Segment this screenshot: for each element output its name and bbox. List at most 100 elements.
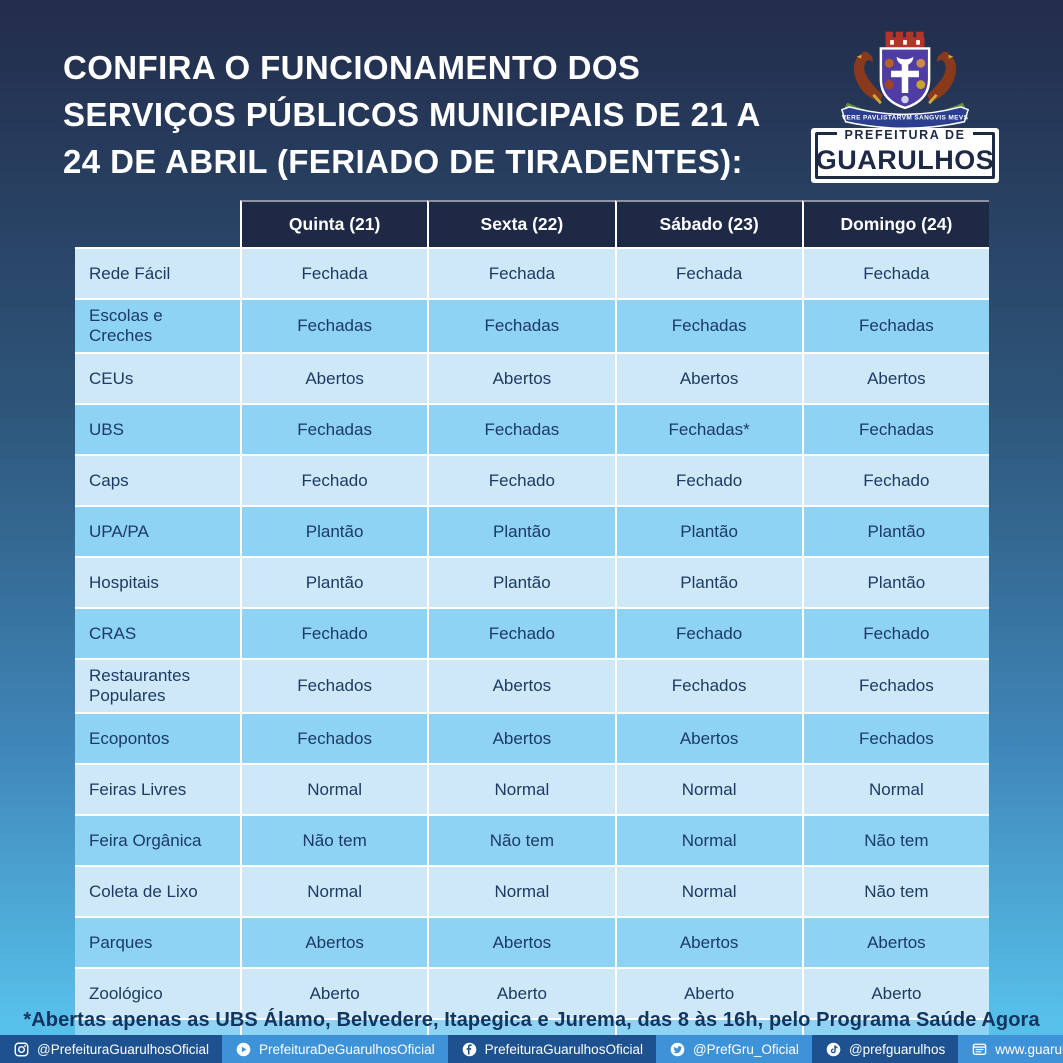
table-cell: Fechado <box>427 456 615 505</box>
table-row: Restaurantes Populares Fechados Abertos Fec… <box>75 658 989 712</box>
table-cell: Abertos <box>614 714 802 763</box>
table-row: Ecopontos Fechados Abertos Abertos Fechados <box>75 712 989 763</box>
table-cell: Fechadas <box>801 405 989 454</box>
table-cell: Aberto <box>801 969 989 1018</box>
youtube-icon <box>235 1041 252 1058</box>
table-cell: Fechados <box>614 660 802 712</box>
table-cell: Fechados <box>240 660 428 712</box>
table-cell: Plantão <box>240 558 428 607</box>
table-cell: Abertos <box>801 354 989 403</box>
row-label: Feiras Livres <box>75 765 240 814</box>
row-label: Restaurantes Populares <box>75 660 240 712</box>
table-row: CRAS Fechado Fechado Fechado Fechado <box>75 607 989 658</box>
table-cell: Fechadas <box>427 405 615 454</box>
table-cell: Fechadas <box>614 300 802 352</box>
city-logo: VERE PAVLISTARVM SANGVIS MEVS PREFEITURA… <box>805 28 1005 183</box>
row-label: Coleta de Lixo <box>75 867 240 916</box>
table-cell: Plantão <box>427 507 615 556</box>
table-cell: Abertos <box>801 918 989 967</box>
table-cell: Normal <box>427 765 615 814</box>
table-cell: Normal <box>801 765 989 814</box>
column-header: Domingo (24) <box>801 200 989 247</box>
logo-wordmark: PREFEITURA DE GUARULHOS <box>811 128 999 183</box>
coat-of-arms-icon: VERE PAVLISTARVM SANGVIS MEVS <box>840 31 970 129</box>
social-item[interactable]: PrefeituraGuarulhosOficial <box>447 1035 656 1063</box>
table-cell: Fechadas <box>240 405 428 454</box>
table-cell: Não tem <box>427 816 615 865</box>
table-cell: Normal <box>614 867 802 916</box>
table-cell: Plantão <box>801 558 989 607</box>
table-row: Feira Orgânica Não tem Não tem Normal Não te… <box>75 814 989 865</box>
tiktok-icon <box>825 1041 842 1058</box>
column-header: Sábado (23) <box>614 200 802 247</box>
social-item[interactable]: PrefeituraDeGuarulhosOficial <box>222 1035 448 1063</box>
table-cell: Não tem <box>801 867 989 916</box>
table-cell: Normal <box>240 765 428 814</box>
table-row: Escolas e Creches Fechadas Fechadas Fechada… <box>75 298 989 352</box>
social-item[interactable]: @PrefGru_Oficial <box>655 1035 812 1063</box>
row-label: Hospitais <box>75 558 240 607</box>
footnote: *Abertas apenas as UBS Álamo, Belvedere,… <box>23 1009 1040 1031</box>
social-item[interactable]: www.guarulhos.sp.gov.br <box>958 1035 1063 1063</box>
table-cell: Abertos <box>614 354 802 403</box>
table-cell: Plantão <box>427 558 615 607</box>
social-label: @PrefeituraGuarulhosOficial <box>37 1041 210 1057</box>
row-label: Escolas e Creches <box>75 300 240 352</box>
table-cell: Normal <box>614 765 802 814</box>
table-header-row: Quinta (21) Sexta (22) Sábado (23) Domingo … <box>75 200 989 247</box>
browser-icon <box>971 1041 988 1058</box>
table-row: Caps Fechado Fechado Fechado Fechado <box>75 454 989 505</box>
table-cell: Normal <box>614 816 802 865</box>
instagram-icon <box>13 1041 30 1058</box>
table-cell: Fechado <box>614 456 802 505</box>
title-line-1: CONFIRA O FUNCIONAMENTO DOS <box>63 49 641 86</box>
table-row: UPA/PA Plantão Plantão Plantão Plantão <box>75 505 989 556</box>
row-label: CEUs <box>75 354 240 403</box>
row-label: Caps <box>75 456 240 505</box>
social-label: www.guarulhos.sp.gov.br <box>995 1041 1063 1057</box>
row-label: UBS <box>75 405 240 454</box>
table-row: Hospitais Plantão Plantão Plantão Plantão <box>75 556 989 607</box>
table-cell: Abertos <box>427 714 615 763</box>
table-body: Rede Fácil Fechada Fechada Fechada Fechada Es… <box>75 247 989 1063</box>
table-cell: Fechados <box>240 714 428 763</box>
table-cell: Abertos <box>427 354 615 403</box>
table-row: UBS Fechadas Fechadas Fechadas* Fechadas <box>75 403 989 454</box>
row-label: Zoológico <box>75 969 240 1018</box>
table-cell: Fechadas <box>240 300 428 352</box>
table-cell: Plantão <box>614 507 802 556</box>
table-cell: Fechados <box>801 714 989 763</box>
table-corner-cell <box>75 200 240 247</box>
logo-motto: VERE PAVLISTARVM SANGVIS MEVS <box>842 114 969 121</box>
table-cell: Plantão <box>614 558 802 607</box>
page-title: CONFIRA O FUNCIONAMENTO DOS SERVIÇOS PÚB… <box>63 44 761 185</box>
wordmark-line-2: GUARULHOS <box>815 145 995 175</box>
row-label: Rede Fácil <box>75 249 240 298</box>
row-label: Parques <box>75 918 240 967</box>
table-cell: Fechadas <box>427 300 615 352</box>
social-bar: @PrefeituraGuarulhosOficial PrefeituraDeG… <box>0 1035 1063 1063</box>
table-cell: Fechadas* <box>614 405 802 454</box>
wordmark-line-1: PREFEITURA DE <box>837 128 973 143</box>
table-cell: Abertos <box>614 918 802 967</box>
table-row: Zoológico Aberto Aberto Aberto Aberto <box>75 967 989 1018</box>
table-cell: Plantão <box>240 507 428 556</box>
column-header: Quinta (21) <box>240 200 428 247</box>
social-item[interactable]: @PrefeituraGuarulhosOficial <box>0 1035 223 1063</box>
table-cell: Fechado <box>427 609 615 658</box>
row-label: Ecopontos <box>75 714 240 763</box>
social-item[interactable]: @prefguarulhos <box>811 1035 959 1063</box>
table-cell: Abertos <box>240 918 428 967</box>
social-label: @PrefGru_Oficial <box>692 1041 799 1057</box>
row-label: UPA/PA <box>75 507 240 556</box>
twitter-icon <box>669 1041 686 1058</box>
table-cell: Plantão <box>801 507 989 556</box>
table-cell: Abertos <box>427 660 615 712</box>
table-cell: Abertos <box>427 918 615 967</box>
table-cell: Fechado <box>240 456 428 505</box>
table-cell: Fechada <box>427 249 615 298</box>
row-label: Feira Orgânica <box>75 816 240 865</box>
row-label: CRAS <box>75 609 240 658</box>
table-cell: Aberto <box>614 969 802 1018</box>
